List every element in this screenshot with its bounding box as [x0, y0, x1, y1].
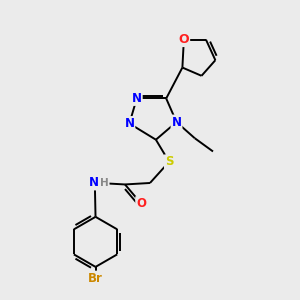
Text: O: O [136, 197, 146, 210]
Text: N: N [124, 117, 134, 130]
Text: N: N [89, 176, 99, 190]
Text: O: O [178, 33, 189, 46]
Text: Br: Br [88, 272, 103, 285]
Text: S: S [165, 155, 173, 168]
Text: N: N [172, 116, 182, 128]
Text: N: N [132, 92, 142, 105]
Text: H: H [100, 178, 109, 188]
